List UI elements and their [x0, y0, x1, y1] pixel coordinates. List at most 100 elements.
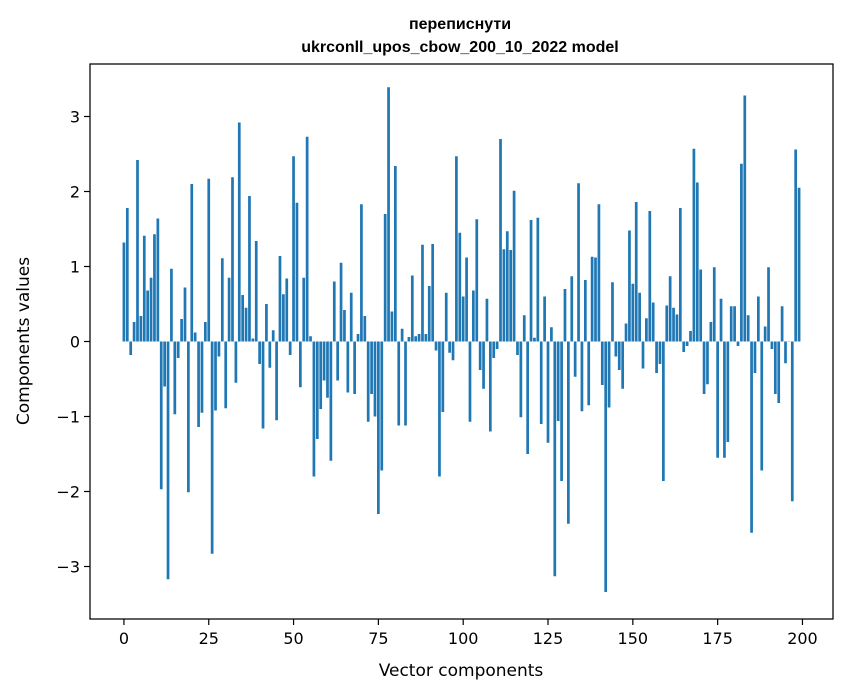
- y-tick-label: 3: [70, 108, 80, 127]
- bar: [600, 341, 604, 385]
- bar: [651, 302, 655, 342]
- bar: [258, 341, 261, 364]
- bar: [638, 292, 641, 342]
- bar: [448, 341, 451, 353]
- bar: [617, 341, 621, 370]
- bar: [712, 267, 716, 342]
- bar: [458, 232, 462, 342]
- bar: [529, 220, 533, 342]
- bar: [197, 341, 200, 427]
- x-tick-label: 50: [283, 629, 303, 648]
- bar: [583, 280, 587, 342]
- bar: [482, 341, 485, 389]
- bar: [298, 341, 302, 388]
- bar: [682, 341, 686, 352]
- bar: [254, 241, 258, 342]
- bar: [675, 314, 679, 342]
- bar: [390, 311, 394, 342]
- bar: [315, 341, 319, 439]
- chart-title-line-2: ukrconll_upos_cbow_200_10_2022 model: [301, 39, 618, 56]
- bar: [750, 341, 753, 533]
- bar: [719, 298, 723, 342]
- bar: [516, 341, 519, 355]
- bar: [770, 341, 774, 349]
- y-tick-label: 1: [70, 258, 80, 277]
- bar: [512, 190, 516, 342]
- bar: [522, 315, 526, 342]
- bar: [546, 341, 550, 443]
- bar: [567, 341, 570, 524]
- bar: [597, 204, 601, 342]
- chart-title-line-1: переписнути: [409, 16, 511, 33]
- y-tick-label: 0: [70, 333, 80, 352]
- bar: [536, 217, 540, 342]
- bar: [125, 208, 129, 342]
- bar: [740, 163, 743, 342]
- bar: [590, 256, 594, 342]
- bar: [723, 341, 726, 458]
- bar: [499, 139, 502, 342]
- bar: [662, 341, 665, 481]
- x-tick-label: 100: [448, 629, 479, 648]
- bar: [349, 292, 353, 342]
- bar: [410, 275, 414, 342]
- bar: [434, 341, 438, 351]
- bar: [753, 341, 757, 373]
- bar: [353, 341, 356, 394]
- x-tick-label: 175: [702, 629, 733, 648]
- bar: [319, 341, 323, 409]
- bar: [305, 136, 309, 342]
- bar: [495, 341, 499, 349]
- y-tick-label: −1: [56, 408, 80, 427]
- x-axis-ticks: 0 25 50 75 100 125 150 175 200: [119, 619, 818, 648]
- bar: [563, 289, 567, 342]
- bar: [346, 341, 350, 393]
- bar: [122, 242, 126, 342]
- bar: [492, 341, 496, 358]
- x-tick-label: 25: [199, 629, 219, 648]
- bar: [685, 341, 689, 346]
- bar: [729, 306, 733, 342]
- x-tick-label: 0: [119, 629, 129, 648]
- bar: [655, 341, 658, 373]
- bar: [485, 298, 489, 342]
- bar: [224, 341, 228, 409]
- bar: [678, 208, 682, 342]
- bar: [431, 244, 435, 342]
- bar: [543, 296, 546, 342]
- bar: [672, 307, 675, 342]
- bar: [726, 341, 730, 442]
- bar: [594, 257, 597, 342]
- x-axis-label: Vector components: [379, 661, 544, 681]
- bar: [231, 177, 234, 342]
- bar: [244, 307, 248, 342]
- bar: [427, 286, 431, 342]
- bar: [658, 341, 662, 364]
- bar: [743, 95, 747, 342]
- bar: [519, 341, 523, 418]
- bar: [509, 250, 513, 342]
- bar: [455, 156, 458, 342]
- bar: [553, 341, 557, 577]
- x-tick-label: 75: [368, 629, 388, 648]
- bar: [550, 327, 553, 342]
- bar: [438, 341, 441, 477]
- bar: [702, 341, 706, 394]
- bar: [176, 341, 180, 358]
- x-tick-label: 200: [787, 629, 818, 648]
- bar: [248, 196, 251, 342]
- bar: [465, 257, 468, 342]
- bar: [363, 316, 367, 342]
- bar: [136, 160, 139, 342]
- bar: [533, 337, 536, 342]
- bar: [461, 296, 465, 342]
- bar: [251, 338, 255, 342]
- bar: [366, 341, 370, 422]
- bar: [329, 341, 333, 461]
- bar: [692, 148, 696, 342]
- bar: [790, 341, 794, 502]
- bar: [132, 322, 136, 342]
- bar: [414, 336, 418, 342]
- bar: [580, 341, 584, 412]
